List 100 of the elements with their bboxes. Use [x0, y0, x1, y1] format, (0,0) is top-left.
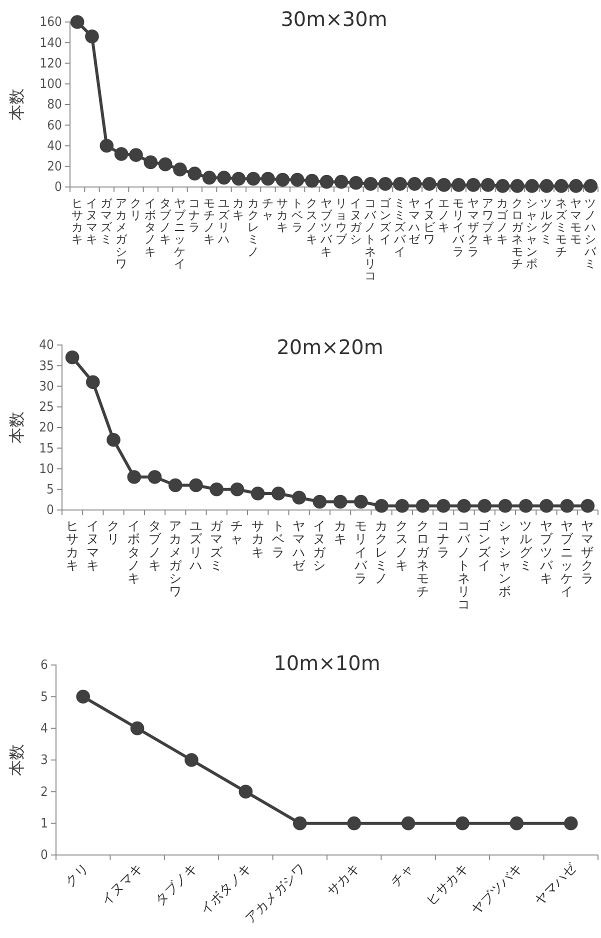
- x-tick-label: ヤマザクラ: [467, 196, 480, 258]
- x-tick-label: カゴノキ: [496, 196, 510, 246]
- y-tick-label: 80: [47, 98, 62, 113]
- point: [466, 178, 480, 192]
- point: [580, 498, 595, 513]
- x-tick-label: イヌマキ: [98, 861, 146, 909]
- x-tick-label: イヌマキ: [86, 518, 100, 572]
- x-tick-label: ヒサカキ: [424, 861, 472, 909]
- x-tick-label: コバノトネリコ: [456, 518, 472, 612]
- x-tick-label: タブノキ: [148, 518, 162, 572]
- point: [173, 162, 187, 176]
- point: [395, 498, 410, 513]
- x-tick-label: モリイバラ: [452, 196, 466, 258]
- x-tick-label: イボタノキ: [144, 196, 157, 258]
- x-tick-label: コナラ: [188, 196, 201, 234]
- point: [364, 177, 378, 191]
- x-tick-label: ヤブニッケイ: [560, 518, 575, 599]
- y-tick-label: 35: [39, 358, 54, 374]
- point: [564, 816, 578, 830]
- y-tick-label: 4: [40, 721, 48, 736]
- point: [457, 498, 471, 513]
- x-tick-label: クロガネモチ: [511, 196, 524, 270]
- x-tick-label: クスノキ: [396, 518, 409, 572]
- point: [452, 178, 466, 192]
- point: [250, 486, 265, 500]
- x-tick-label: シャシャンボ: [498, 518, 512, 599]
- y-tick-label: 15: [39, 441, 54, 456]
- y-tick-label: 0: [54, 180, 62, 196]
- y-tick-label: 140: [40, 36, 62, 51]
- point: [130, 721, 144, 736]
- point: [276, 172, 290, 187]
- point: [569, 179, 583, 193]
- x-tick-label: ヤマハゼ: [532, 860, 580, 909]
- point: [525, 179, 539, 193]
- x-tick-label: ヤマザクラ: [581, 518, 594, 586]
- point: [148, 470, 162, 484]
- x-tick-label: ゴンズイ: [478, 518, 492, 572]
- point: [393, 177, 407, 191]
- point: [305, 174, 319, 188]
- point: [334, 174, 348, 189]
- point: [408, 177, 422, 191]
- x-tick-label: クスノキ: [306, 196, 318, 246]
- y-tick-label: 1: [40, 816, 48, 832]
- point: [347, 816, 362, 830]
- point: [518, 498, 533, 513]
- chart-title: 20m×20m: [276, 335, 384, 359]
- point: [100, 138, 114, 153]
- x-tick-label: イヌビワ: [423, 196, 436, 246]
- y-tick-label: 0: [46, 503, 54, 518]
- point: [70, 15, 84, 29]
- x-tick-label: アカメガシワ: [168, 518, 183, 599]
- x-tick-label: ヤマモモ: [570, 196, 582, 246]
- x-tick-label: カクレミノ: [375, 518, 388, 586]
- point: [217, 170, 231, 185]
- x-tick-label: エノキ: [438, 196, 450, 234]
- y-axis-title: 本数: [7, 412, 26, 444]
- point: [436, 498, 450, 513]
- point: [189, 478, 203, 492]
- point: [496, 179, 510, 193]
- point: [478, 498, 492, 513]
- point: [378, 177, 392, 191]
- x-tick-label: サカキ: [324, 861, 363, 900]
- x-tick-label: タブノキ: [152, 861, 200, 909]
- point: [210, 482, 224, 496]
- x-tick-label: リョウブ: [335, 196, 348, 246]
- x-tick-label: ガマズミ: [100, 196, 114, 246]
- point: [498, 498, 512, 513]
- x-tick-label: ネズミモチ: [555, 196, 568, 258]
- point: [85, 30, 99, 44]
- x-tick-label: モチノキ: [203, 196, 216, 246]
- point: [114, 147, 128, 161]
- point: [481, 178, 495, 192]
- x-tick-label: ユズリハ: [217, 196, 231, 246]
- point: [374, 498, 388, 513]
- point: [540, 498, 554, 513]
- point: [320, 174, 334, 189]
- point: [422, 177, 436, 191]
- y-axis-title: 本数: [7, 88, 26, 120]
- y-tick-label: 20: [39, 420, 54, 436]
- y-tick-label: 2: [40, 784, 48, 800]
- point: [554, 179, 568, 193]
- point: [456, 816, 470, 830]
- point: [292, 490, 306, 505]
- x-tick-label: イボタノキ: [128, 518, 141, 586]
- y-tick-label: 20: [47, 160, 62, 175]
- point: [290, 172, 304, 187]
- y-tick-label: 30: [39, 379, 54, 394]
- y-tick-label: 6: [40, 658, 48, 674]
- point: [202, 170, 216, 185]
- x-tick-label: ヒサカキ: [66, 518, 79, 572]
- x-tick-label: クリ: [130, 196, 142, 222]
- x-tick-label: コバノトネリコ: [364, 196, 378, 282]
- y-tick-label: 120: [40, 56, 62, 72]
- x-tick-label: シャシャンボ: [526, 196, 538, 270]
- x-tick-label: イヌマキ: [86, 196, 98, 246]
- x-tick-label: アワブキ: [482, 196, 495, 246]
- y-axis-title: 本数: [7, 744, 26, 776]
- point: [158, 157, 172, 172]
- point: [261, 172, 275, 186]
- point: [584, 179, 598, 193]
